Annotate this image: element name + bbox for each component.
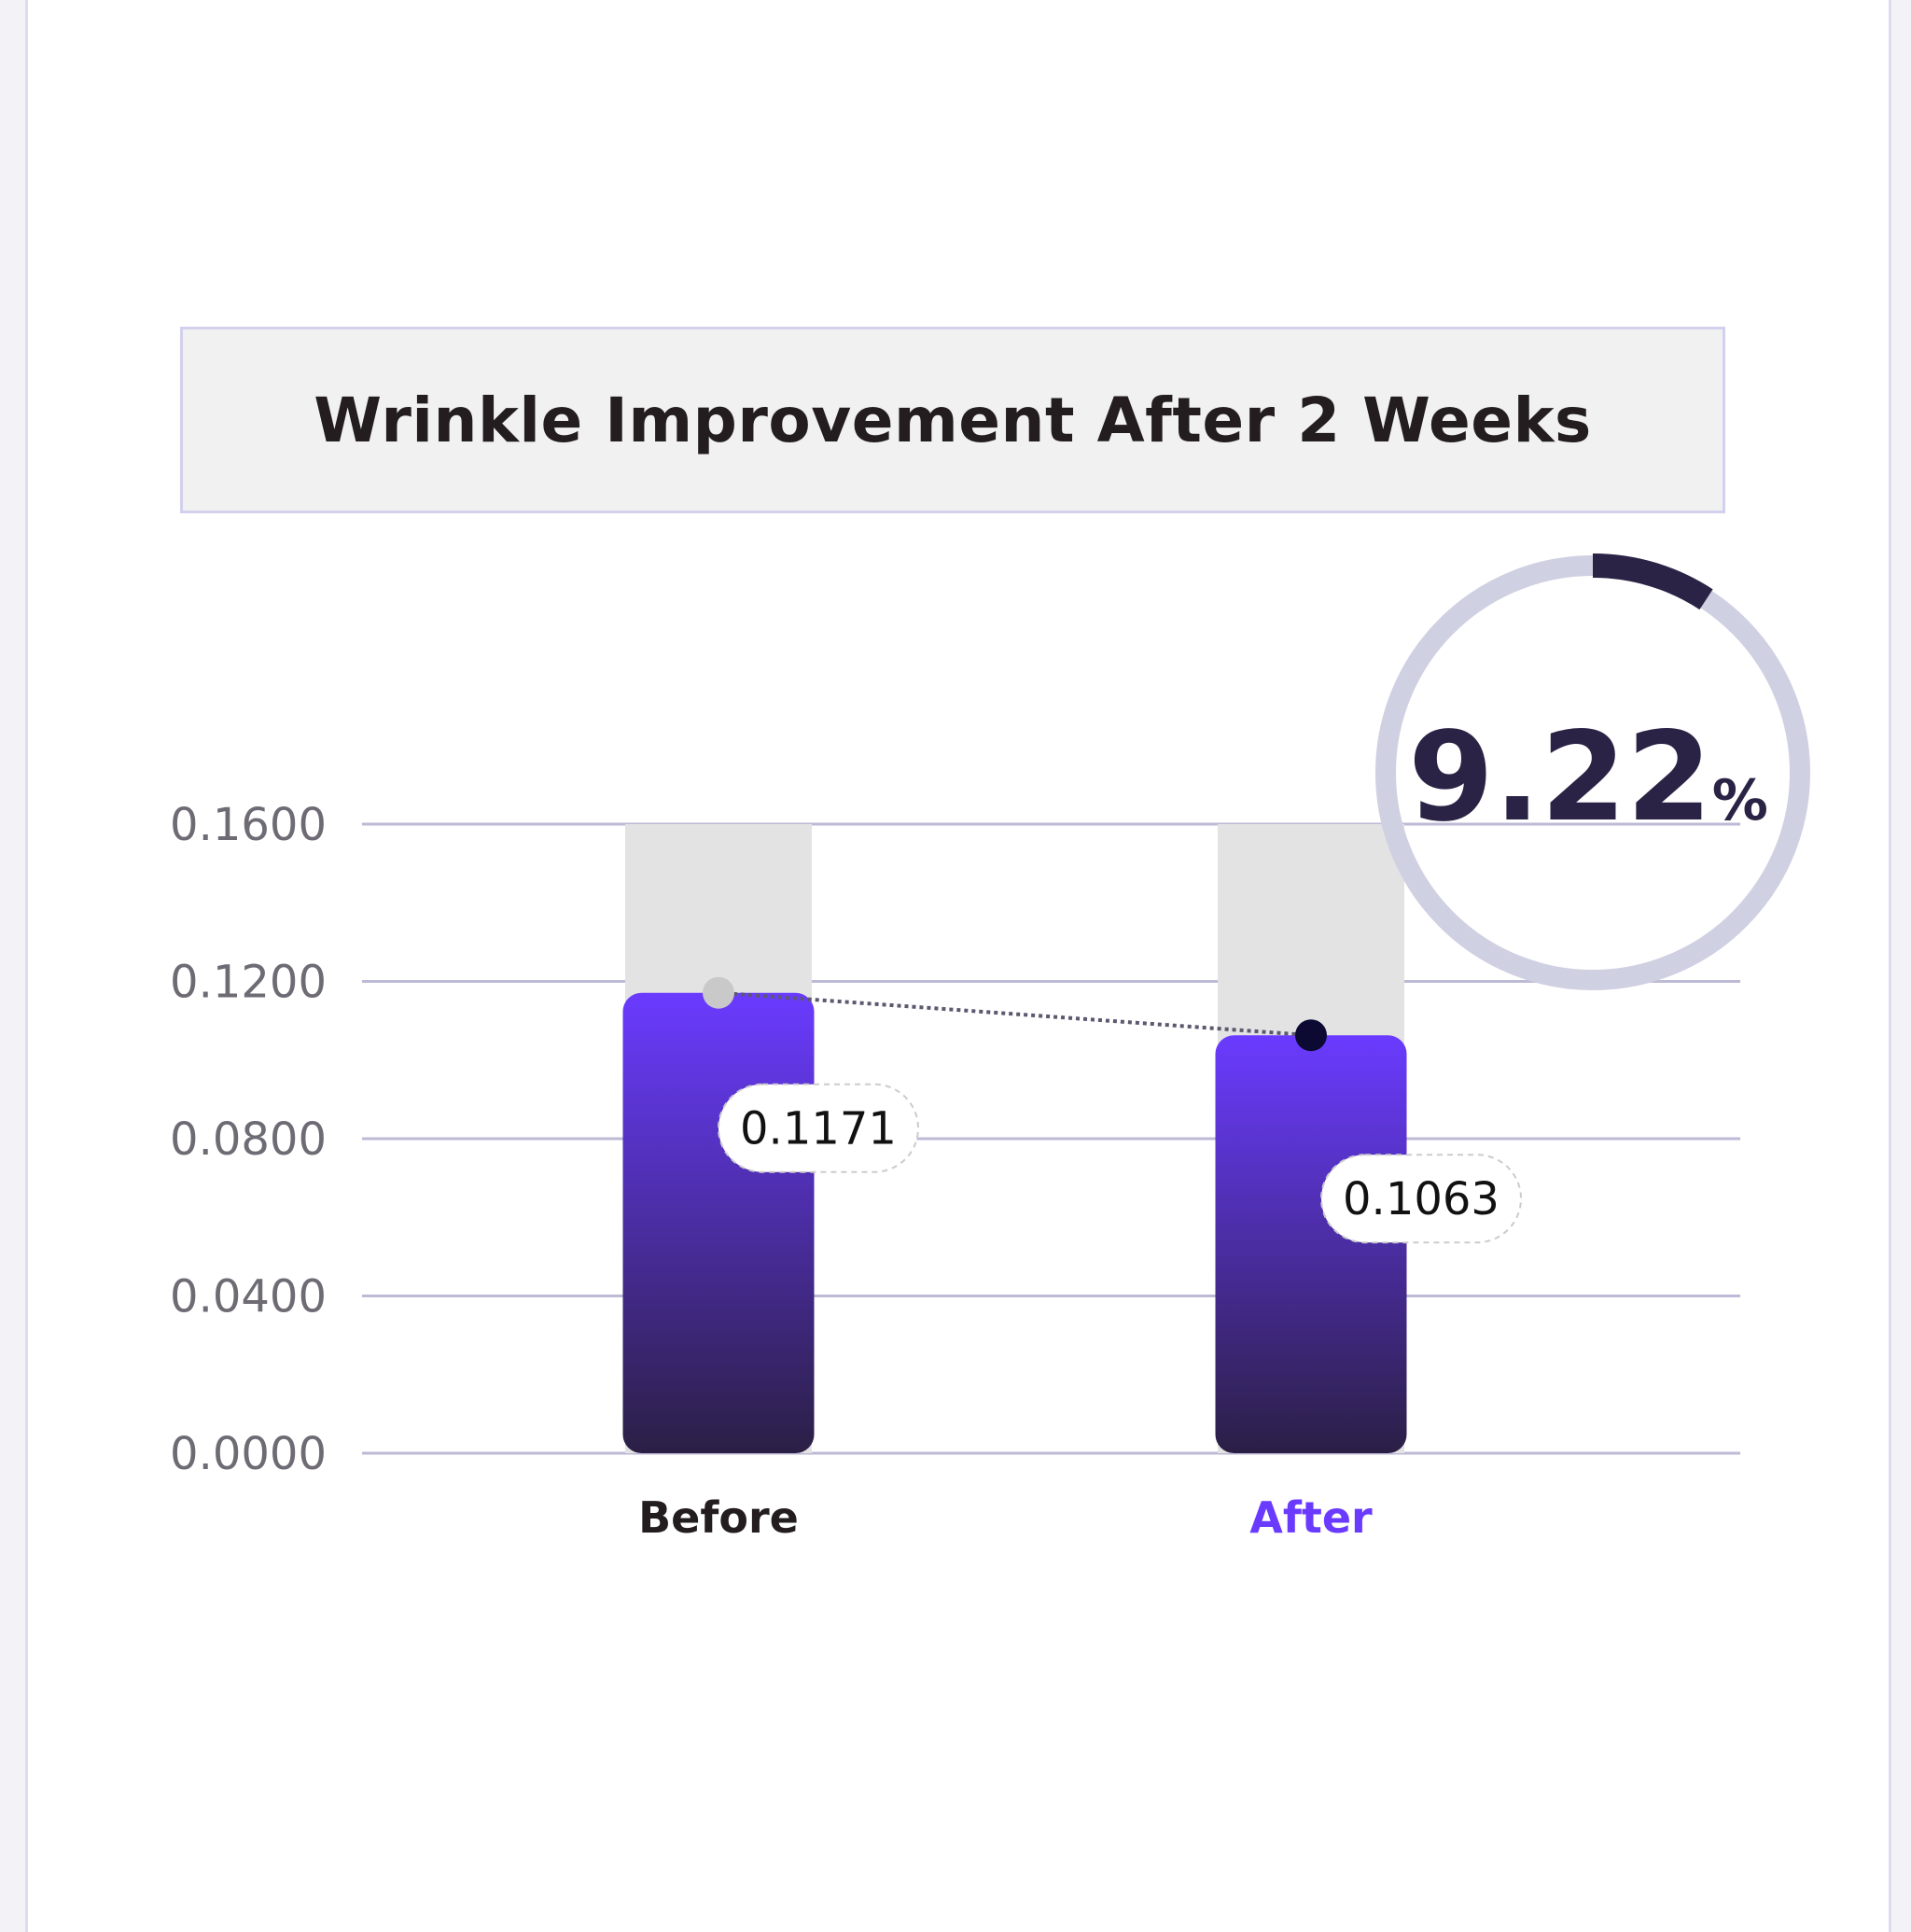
chart-title-box: Wrinkle Improvement After 2 Weeks xyxy=(180,327,1725,513)
trend-point-before xyxy=(703,976,734,1009)
data-label-pill xyxy=(1320,1154,1522,1244)
data-label-pill xyxy=(718,1083,919,1173)
chart-card xyxy=(25,0,1891,1932)
gridlines xyxy=(362,822,1740,1455)
y-tick-label: 0.1600 xyxy=(170,799,327,851)
y-tick-label: 0.0000 xyxy=(170,1428,327,1480)
trend-point-after xyxy=(1295,1019,1327,1052)
improvement-value: 9.22 xyxy=(1408,706,1712,849)
data-label: 0.1171 xyxy=(740,1103,897,1155)
x-tick-label-after: After xyxy=(1249,1492,1373,1543)
y-tick-label: 0.1200 xyxy=(170,957,327,1009)
y-tick-label: 0.0800 xyxy=(170,1113,327,1166)
bar-before xyxy=(622,992,815,1453)
trend-line-segment xyxy=(718,990,1312,1038)
improvement-percent: 9.22% xyxy=(1408,706,1768,849)
improvement-ring: 9.22% xyxy=(1375,553,1810,990)
trend-line xyxy=(703,976,1327,1052)
chart-title: Wrinkle Improvement After 2 Weeks xyxy=(314,384,1592,456)
bar-after xyxy=(1215,1035,1407,1453)
bars xyxy=(622,992,1407,1453)
improvement-unit: % xyxy=(1712,768,1768,833)
ring-progress xyxy=(1592,553,1713,610)
y-tick-label: 0.0400 xyxy=(170,1271,327,1323)
x-tick-label-before: Before xyxy=(638,1492,799,1543)
data-labels: 0.1171 0.1063 xyxy=(718,1083,1522,1244)
data-label: 0.1063 xyxy=(1343,1173,1500,1225)
axis-labels: 0.0000 0.0400 0.0800 0.1200 0.1600 Before Afte… xyxy=(170,799,1373,1543)
